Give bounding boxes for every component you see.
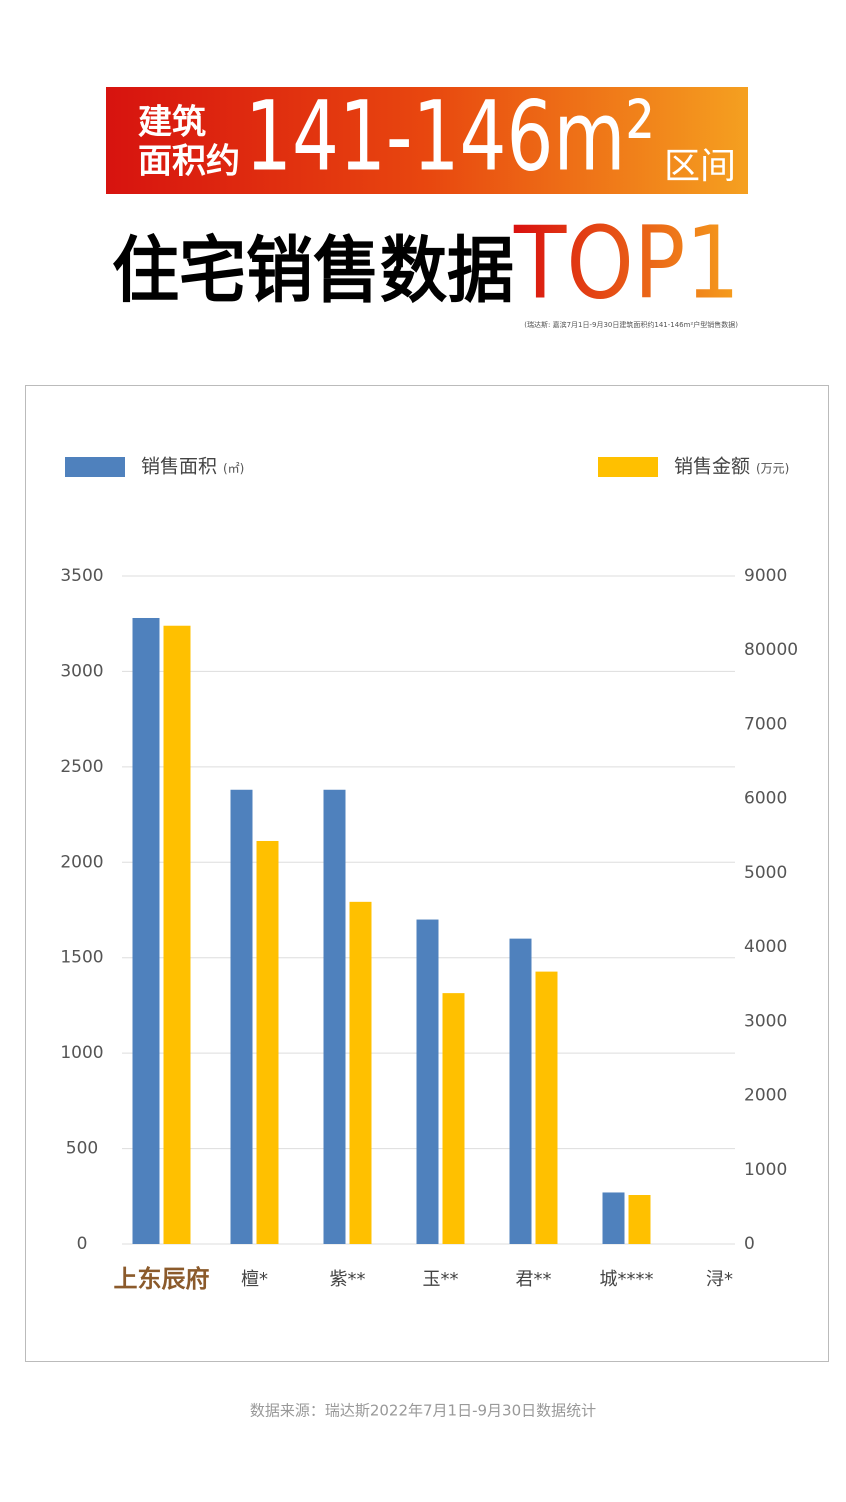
bar xyxy=(349,901,372,1244)
y2-tick-label: 0 xyxy=(744,1234,755,1254)
x-tick-label: 城**** xyxy=(600,1269,654,1290)
bar xyxy=(230,789,253,1244)
bar xyxy=(509,938,532,1244)
y2-tick-label: 4000 xyxy=(744,937,787,957)
y2-tick-label: 1000 xyxy=(744,1160,787,1180)
note: (瑞达斯: 嘉滨7月1日-9月30日建筑面积约141-146m²户型销售数据) xyxy=(524,320,738,329)
headline-highlight: TOP1 xyxy=(513,204,740,321)
bar xyxy=(442,993,465,1244)
x-tick-label: 君** xyxy=(516,1269,552,1290)
chart-frame xyxy=(25,385,829,1362)
y-tick-label: 2500 xyxy=(60,757,103,777)
bar xyxy=(132,617,160,1244)
x-tick-label: 上东辰府 xyxy=(114,1265,210,1293)
x-tick-label: 玉** xyxy=(423,1269,459,1290)
y-tick-label: 500 xyxy=(66,1139,98,1159)
y2-tick-label: 80000 xyxy=(744,640,798,660)
y2-tick-label: 3000 xyxy=(744,1011,787,1031)
banner-suffix: 区间 xyxy=(664,146,736,187)
banner-left: 建筑 xyxy=(138,103,206,143)
y2-tick-label: 7000 xyxy=(744,714,787,734)
legend-swatch xyxy=(598,457,658,477)
headline: 住宅销售数据 xyxy=(112,229,514,313)
x-tick-label: 紫** xyxy=(330,1269,366,1290)
bar xyxy=(535,971,558,1244)
legend-label: 销售面积 xyxy=(141,456,217,478)
bar xyxy=(163,625,191,1244)
y-tick-label: 3500 xyxy=(60,566,103,586)
bar xyxy=(256,840,279,1244)
y2-tick-label: 9000 xyxy=(744,566,787,586)
y2-tick-label: 6000 xyxy=(744,789,787,809)
bar xyxy=(416,919,439,1244)
bar xyxy=(628,1195,651,1244)
y-tick-label: 3000 xyxy=(60,661,103,681)
banner-range: 141-146m² xyxy=(245,80,655,192)
banner xyxy=(106,87,748,194)
y-tick-label: 1500 xyxy=(60,948,103,968)
x-tick-label: 浔* xyxy=(706,1269,733,1290)
y-tick-label: 1000 xyxy=(60,1043,103,1063)
legend-unit: (万元) xyxy=(756,462,789,476)
legend-unit: (㎡) xyxy=(223,462,244,476)
y-tick-label: 0 xyxy=(77,1234,88,1254)
bar xyxy=(323,789,346,1244)
legend-label: 销售金额 xyxy=(674,456,750,478)
y-tick-label: 2000 xyxy=(60,852,103,872)
source: 数据来源：瑞达斯2022年7月1日-9月30日数据统计 xyxy=(250,1402,596,1420)
legend-swatch xyxy=(65,457,125,477)
bar xyxy=(602,1192,625,1244)
y2-tick-label: 5000 xyxy=(744,863,787,883)
y2-tick-label: 2000 xyxy=(744,1086,787,1106)
x-tick-label: 檀* xyxy=(241,1269,268,1290)
banner-left: 面积约 xyxy=(138,142,240,182)
